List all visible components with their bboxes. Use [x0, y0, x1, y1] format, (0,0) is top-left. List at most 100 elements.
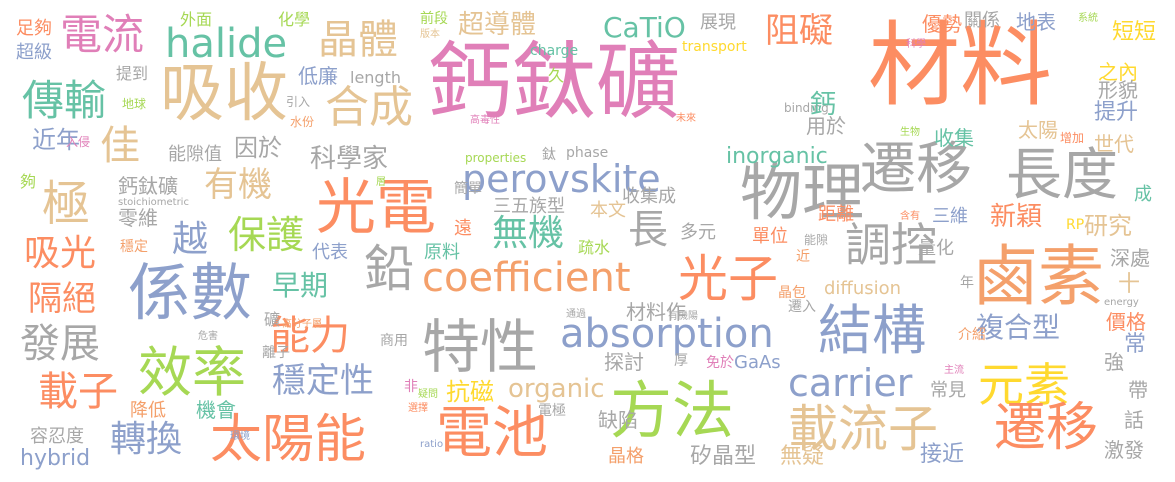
word: 能力	[270, 313, 350, 359]
word: 晶包	[778, 285, 806, 301]
word: 係數	[128, 256, 253, 329]
word: 研究	[1084, 212, 1132, 240]
word: 帶	[1128, 378, 1148, 402]
word: 含有	[900, 211, 920, 222]
word: ratio	[420, 439, 444, 450]
word: 遷移	[994, 398, 1099, 458]
word: 版本	[420, 29, 440, 40]
word: transport	[682, 39, 747, 55]
word: 太陽能	[210, 410, 367, 470]
word: 物理	[740, 156, 865, 229]
word: 激發	[1104, 438, 1144, 462]
word: perovskite	[462, 157, 661, 201]
word: 化學	[278, 10, 311, 29]
word: 價格	[1106, 310, 1146, 334]
word: 增加	[1060, 131, 1085, 145]
word: 前段	[420, 11, 448, 27]
word: 高毒性	[470, 115, 500, 126]
word: 早期	[272, 269, 329, 302]
word: 強	[1104, 350, 1124, 374]
word: 外面	[180, 10, 213, 29]
word: 元素	[978, 358, 1070, 412]
word: 簡單	[454, 181, 482, 197]
word: 礦	[264, 310, 281, 329]
word: 遠	[454, 218, 472, 239]
word: 單位	[752, 226, 788, 247]
word: 特性	[422, 313, 539, 381]
word: 光子	[678, 250, 778, 308]
word: 材料	[868, 12, 1053, 119]
word: 主流	[944, 365, 964, 376]
word: 穩定	[120, 239, 148, 255]
word: 方法	[610, 374, 735, 447]
word: 晶格	[608, 446, 644, 467]
word: 多元	[680, 222, 716, 243]
word: 原料	[424, 242, 460, 263]
word: 科學家	[310, 144, 389, 174]
word: 探討	[604, 350, 644, 374]
word: 吸收	[160, 57, 288, 131]
word: 介紹	[958, 327, 986, 343]
word: coefficient	[422, 255, 631, 301]
word: 水份	[290, 115, 315, 129]
word: 疏水	[578, 238, 611, 257]
word: charge	[530, 43, 579, 59]
word: 電流	[60, 10, 145, 59]
word: 地球	[122, 97, 147, 111]
word: 超導體	[458, 10, 537, 40]
word: 機會	[196, 398, 236, 422]
word: 久	[548, 66, 565, 85]
word: organic	[508, 374, 605, 404]
word: carrier	[788, 361, 913, 405]
word: 載子	[38, 369, 118, 415]
word: 引入	[286, 95, 311, 109]
word: 佳	[100, 123, 140, 169]
word: 光電	[316, 173, 436, 243]
word: 選擇	[408, 403, 428, 414]
word: 載流子	[788, 400, 938, 458]
word: 長度	[1006, 143, 1118, 208]
word: 科學	[906, 39, 926, 50]
word: 超級	[16, 42, 52, 63]
word: 非	[404, 379, 418, 395]
word: 隔絕	[28, 279, 96, 319]
word: length	[350, 68, 401, 87]
word: 常	[1124, 332, 1147, 357]
word: 短短	[1112, 20, 1157, 45]
word: 缺陷	[598, 408, 638, 432]
word: 鈣鈦礦	[428, 33, 681, 131]
word: 之內	[1098, 60, 1138, 84]
word: 鈦	[542, 147, 556, 163]
word: 離子	[262, 345, 290, 361]
word: 轉換	[110, 419, 183, 460]
word: 提升	[1094, 100, 1139, 125]
word: 生物	[900, 127, 920, 138]
word: 晶體	[318, 17, 398, 63]
word: RP	[1066, 217, 1085, 233]
word: 保護	[228, 213, 305, 257]
word: 未來	[676, 113, 696, 124]
word: 有機陽	[668, 311, 698, 322]
word: 世代	[1094, 132, 1134, 156]
word: inorganic	[726, 144, 828, 169]
word: 效率	[138, 341, 246, 404]
word: hybrid	[20, 446, 91, 471]
word: 優勢	[922, 12, 962, 36]
word: 足夠	[16, 18, 52, 39]
word: 複合型	[976, 311, 1061, 344]
word: 調控	[845, 218, 937, 272]
word: 太陽	[1018, 118, 1058, 142]
word: 三五族型	[493, 196, 565, 217]
word: 通過	[566, 309, 586, 320]
word: 阻礙	[765, 11, 833, 51]
word: 材料作	[626, 300, 686, 324]
word: 鹵素	[972, 238, 1104, 315]
word: 結構	[818, 299, 926, 362]
word: properties	[465, 151, 527, 165]
word: phase	[566, 145, 609, 161]
word: 年	[960, 275, 974, 291]
word: halide	[165, 21, 288, 67]
word: 電極	[538, 403, 566, 419]
word: 展現	[700, 12, 736, 33]
